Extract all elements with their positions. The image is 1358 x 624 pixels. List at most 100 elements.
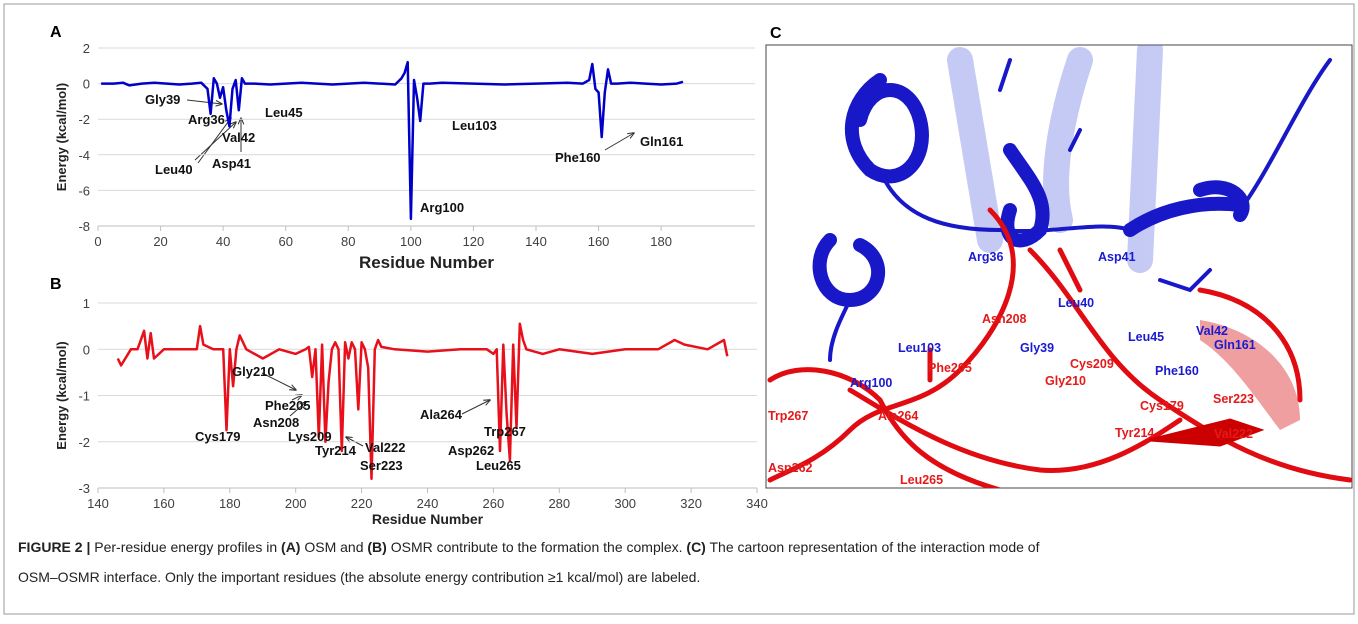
annotation: Arg100: [420, 200, 464, 215]
residue-label: Asp41: [1098, 250, 1136, 264]
annotation: Gly39: [145, 92, 180, 107]
residue-label: Ala264: [878, 409, 918, 423]
annotation: Asp262: [448, 443, 494, 458]
annotation: Lys209: [288, 429, 332, 444]
annotation: Leu265: [476, 458, 521, 473]
y-tick-label: 0: [83, 342, 90, 357]
y-tick-label: -8: [78, 219, 90, 234]
x-tick-label: 220: [351, 496, 373, 511]
x-tick-label: 280: [548, 496, 570, 511]
x-tick-label: 120: [463, 234, 485, 249]
x-tick-label: 240: [417, 496, 439, 511]
residue-label: Cys179: [1140, 399, 1184, 413]
annotation: Leu103: [452, 118, 497, 133]
annotation-arrows: [186, 99, 634, 447]
y-axis-title: Energy (kcal/mol): [54, 83, 69, 191]
y-tick-label: 0: [83, 77, 90, 92]
y-tick-label: 1: [83, 296, 90, 311]
panel-label: C: [770, 25, 782, 42]
residue-label: Ser223: [1213, 392, 1254, 406]
annotation: Arg36: [188, 112, 225, 127]
x-tick-label: 60: [278, 234, 292, 249]
annotation: Val42: [222, 130, 255, 145]
residue-label: Arg36: [968, 250, 1003, 264]
x-tick-label: 140: [525, 234, 547, 249]
y-tick-label: -2: [78, 435, 90, 450]
annotation: Val222: [365, 440, 406, 455]
x-tick-label: 200: [285, 496, 307, 511]
caption-line: OSM–OSMR interface. Only the important r…: [18, 569, 700, 585]
residue-label: Tyr214: [1115, 426, 1154, 440]
annotation: Ala264: [420, 407, 463, 422]
panel-label: B: [50, 276, 62, 293]
y-tick-label: -2: [78, 112, 90, 127]
annotation: Phe160: [555, 150, 601, 165]
residue-label: Gln161: [1214, 338, 1256, 352]
x-tick-label: 160: [588, 234, 610, 249]
caption-part: OSM and: [300, 539, 367, 555]
residue-label: Val42: [1196, 324, 1228, 338]
x-tick-label: 40: [216, 234, 230, 249]
residue-label: Leu45: [1128, 330, 1164, 344]
caption-part: FIGURE 2 |: [18, 539, 94, 555]
residue-label: Gly39: [1020, 341, 1054, 355]
caption-part: (A): [281, 539, 300, 555]
y-tick-label: -6: [78, 183, 90, 198]
y-tick-label: -3: [78, 481, 90, 496]
annotation: Leu45: [265, 105, 303, 120]
annotation: Asp41: [212, 156, 251, 171]
data-line: [101, 60, 684, 221]
x-tick-label: 20: [153, 234, 167, 249]
caption-line: FIGURE 2 | Per-residue energy profiles i…: [18, 539, 1040, 555]
residue-label: Val222: [1214, 427, 1253, 441]
y-tick-label: 2: [83, 41, 90, 56]
residue-label: Arg100: [850, 376, 892, 390]
x-axis-title: Residue Number: [372, 511, 484, 527]
x-tick-label: 100: [400, 234, 422, 249]
x-tick-label: 300: [614, 496, 636, 511]
x-tick-label: 80: [341, 234, 355, 249]
caption-part: (C): [686, 539, 705, 555]
residue-label: Asn208: [982, 312, 1027, 326]
residue-label: Phe160: [1155, 364, 1199, 378]
y-tick-label: -4: [78, 148, 90, 163]
annotation: Asn208: [253, 415, 299, 430]
x-tick-label: 340: [746, 496, 768, 511]
residue-label: Leu265: [900, 473, 943, 487]
caption-part: OSMR contribute to the formation the com…: [387, 539, 687, 555]
data-line: [116, 322, 729, 481]
residue-label: Phe205: [928, 361, 972, 375]
annotation: Phe205: [265, 398, 311, 413]
x-tick-label: 0: [94, 234, 101, 249]
x-tick-label: 260: [483, 496, 505, 511]
x-tick-label: 320: [680, 496, 702, 511]
y-axis-title: Energy (kcal/mol): [54, 341, 69, 449]
x-tick-label: 180: [219, 496, 241, 511]
residue-label: Asp262: [768, 461, 813, 475]
panel-label: A: [50, 24, 62, 41]
x-tick-label: 160: [153, 496, 175, 511]
residue-label: Leu40: [1058, 296, 1094, 310]
figure-frame: [3, 3, 1355, 615]
residue-label: Cys209: [1070, 357, 1114, 371]
annotation: Trp267: [484, 424, 526, 439]
annotation: Cys179: [195, 429, 241, 444]
x-tick-label: 180: [650, 234, 672, 249]
annotation: Ser223: [360, 458, 403, 473]
residue-label: Gly210: [1045, 374, 1086, 388]
caption-part: (B): [367, 539, 386, 555]
annotation: Gln161: [640, 134, 683, 149]
structure-image: [765, 44, 1353, 489]
annotation: Gly210: [232, 364, 275, 379]
caption-part: Per-residue energy profiles in: [94, 539, 281, 555]
annotation: Leu40: [155, 162, 193, 177]
y-tick-label: -1: [78, 389, 90, 404]
annotation: Tyr214: [315, 443, 357, 458]
x-axis-title: Residue Number: [359, 253, 494, 272]
residue-label: Trp267: [768, 409, 808, 423]
caption-part: The cartoon representation of the intera…: [706, 539, 1040, 555]
residue-label: Leu103: [898, 341, 941, 355]
x-tick-label: 140: [87, 496, 109, 511]
